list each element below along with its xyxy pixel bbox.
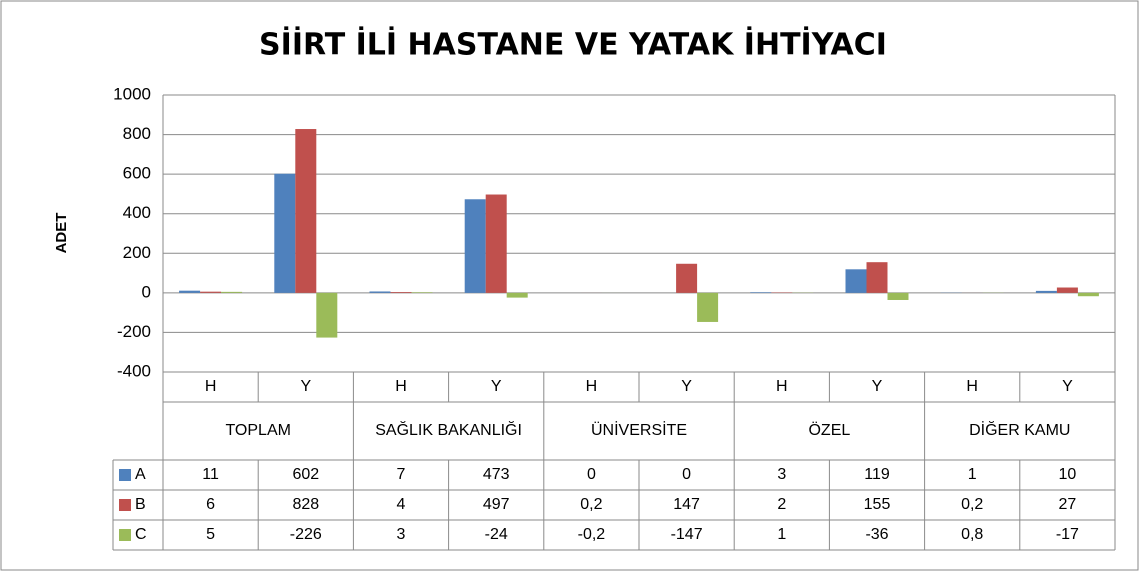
table-value: 11 — [202, 466, 219, 483]
table-value: -0,2 — [578, 526, 606, 543]
group-label-box: DİĞER KAMU — [969, 422, 1071, 439]
table-value: 155 — [864, 496, 891, 513]
table-value: 7 — [397, 466, 406, 483]
y-tick-label: 1000 — [113, 84, 151, 103]
table-value: 0 — [682, 466, 691, 483]
bar — [1035, 290, 1057, 293]
x-tick-label: H — [776, 378, 788, 395]
bar — [200, 291, 222, 293]
group-label: TOPLAM — [225, 422, 291, 439]
x-tick-label: H — [586, 378, 598, 395]
table-value: 3 — [777, 466, 786, 483]
legend-label: B — [135, 496, 146, 513]
table-value: 1 — [777, 526, 786, 543]
x-tick-label: H — [205, 378, 217, 395]
bar — [750, 292, 772, 293]
x-tick-label: Y — [681, 378, 692, 395]
bar — [845, 269, 867, 293]
table-value: 27 — [1059, 496, 1077, 513]
y-tick-label: 200 — [123, 243, 151, 262]
legend-swatch — [119, 529, 131, 541]
table-value: -17 — [1056, 526, 1079, 543]
y-tick-label: 600 — [123, 164, 151, 183]
table-value: 0 — [587, 466, 596, 483]
bar — [676, 263, 698, 293]
legend-swatch — [119, 469, 131, 481]
legend-swatch — [119, 499, 131, 511]
y-tick-label: -400 — [117, 361, 151, 380]
legend-label: A — [135, 466, 146, 483]
table-value: 0,2 — [961, 496, 983, 513]
group-label: SAĞLIK BAKANLIĞI — [375, 422, 522, 439]
x-tick-label: H — [966, 378, 978, 395]
group-label: ÖZEL — [808, 422, 851, 439]
x-tick-label: Y — [872, 378, 883, 395]
bar — [369, 291, 391, 293]
table-value: 3 — [397, 526, 406, 543]
table-value: -226 — [290, 526, 322, 543]
table-value: 6 — [206, 496, 215, 513]
x-tick-label: Y — [491, 378, 502, 395]
table-value: 2 — [777, 496, 786, 513]
bar — [390, 292, 412, 293]
table-value: 497 — [483, 496, 510, 513]
table-value: 147 — [673, 496, 700, 513]
group-label-box: TOPLAM — [225, 422, 291, 439]
x-tick-label: Y — [300, 378, 311, 395]
y-axis-label: ADET — [53, 213, 70, 254]
table-value: 5 — [206, 526, 215, 543]
bar — [295, 129, 317, 293]
group-label: ÜNİVERSİTE — [590, 422, 687, 439]
bar — [1077, 292, 1099, 297]
table-value: 10 — [1059, 466, 1077, 483]
table-value: 828 — [292, 496, 319, 513]
table-value: 4 — [397, 496, 406, 513]
x-tick-label: H — [395, 378, 407, 395]
table-value: 0,8 — [961, 526, 983, 543]
bar — [274, 173, 296, 293]
bar — [221, 291, 243, 293]
bar — [485, 194, 507, 293]
group-label: DİĞER KAMU — [969, 422, 1071, 439]
table-value: 1 — [968, 466, 977, 483]
y-tick-label: 800 — [123, 124, 151, 143]
legend-label: C — [135, 526, 147, 543]
bar — [179, 290, 201, 293]
bar — [316, 292, 338, 338]
table-value: -24 — [485, 526, 508, 543]
chart-title: SİİRT İLİ HASTANE VE YATAK İHTİYACI — [259, 27, 887, 63]
group-label-box: SAĞLIK BAKANLIĞI — [375, 422, 522, 439]
group-label-box: ÜNİVERSİTE — [590, 422, 687, 439]
bar — [506, 292, 528, 298]
bar — [411, 292, 433, 293]
table-value: 0,2 — [580, 496, 602, 513]
table-value: 473 — [483, 466, 510, 483]
bar — [697, 292, 719, 322]
bar — [1056, 287, 1078, 293]
table-value: -36 — [865, 526, 888, 543]
bar — [866, 262, 888, 293]
y-tick-label: -200 — [117, 322, 151, 341]
y-tick-label: 400 — [123, 203, 151, 222]
group-label-box: ÖZEL — [808, 422, 851, 439]
table-value: -147 — [671, 526, 703, 543]
table-value: 119 — [864, 466, 890, 483]
bar — [887, 292, 909, 300]
y-tick-label: 0 — [142, 282, 151, 301]
table-value: 602 — [292, 466, 319, 483]
bar — [464, 199, 486, 293]
x-tick-label: Y — [1062, 378, 1073, 395]
